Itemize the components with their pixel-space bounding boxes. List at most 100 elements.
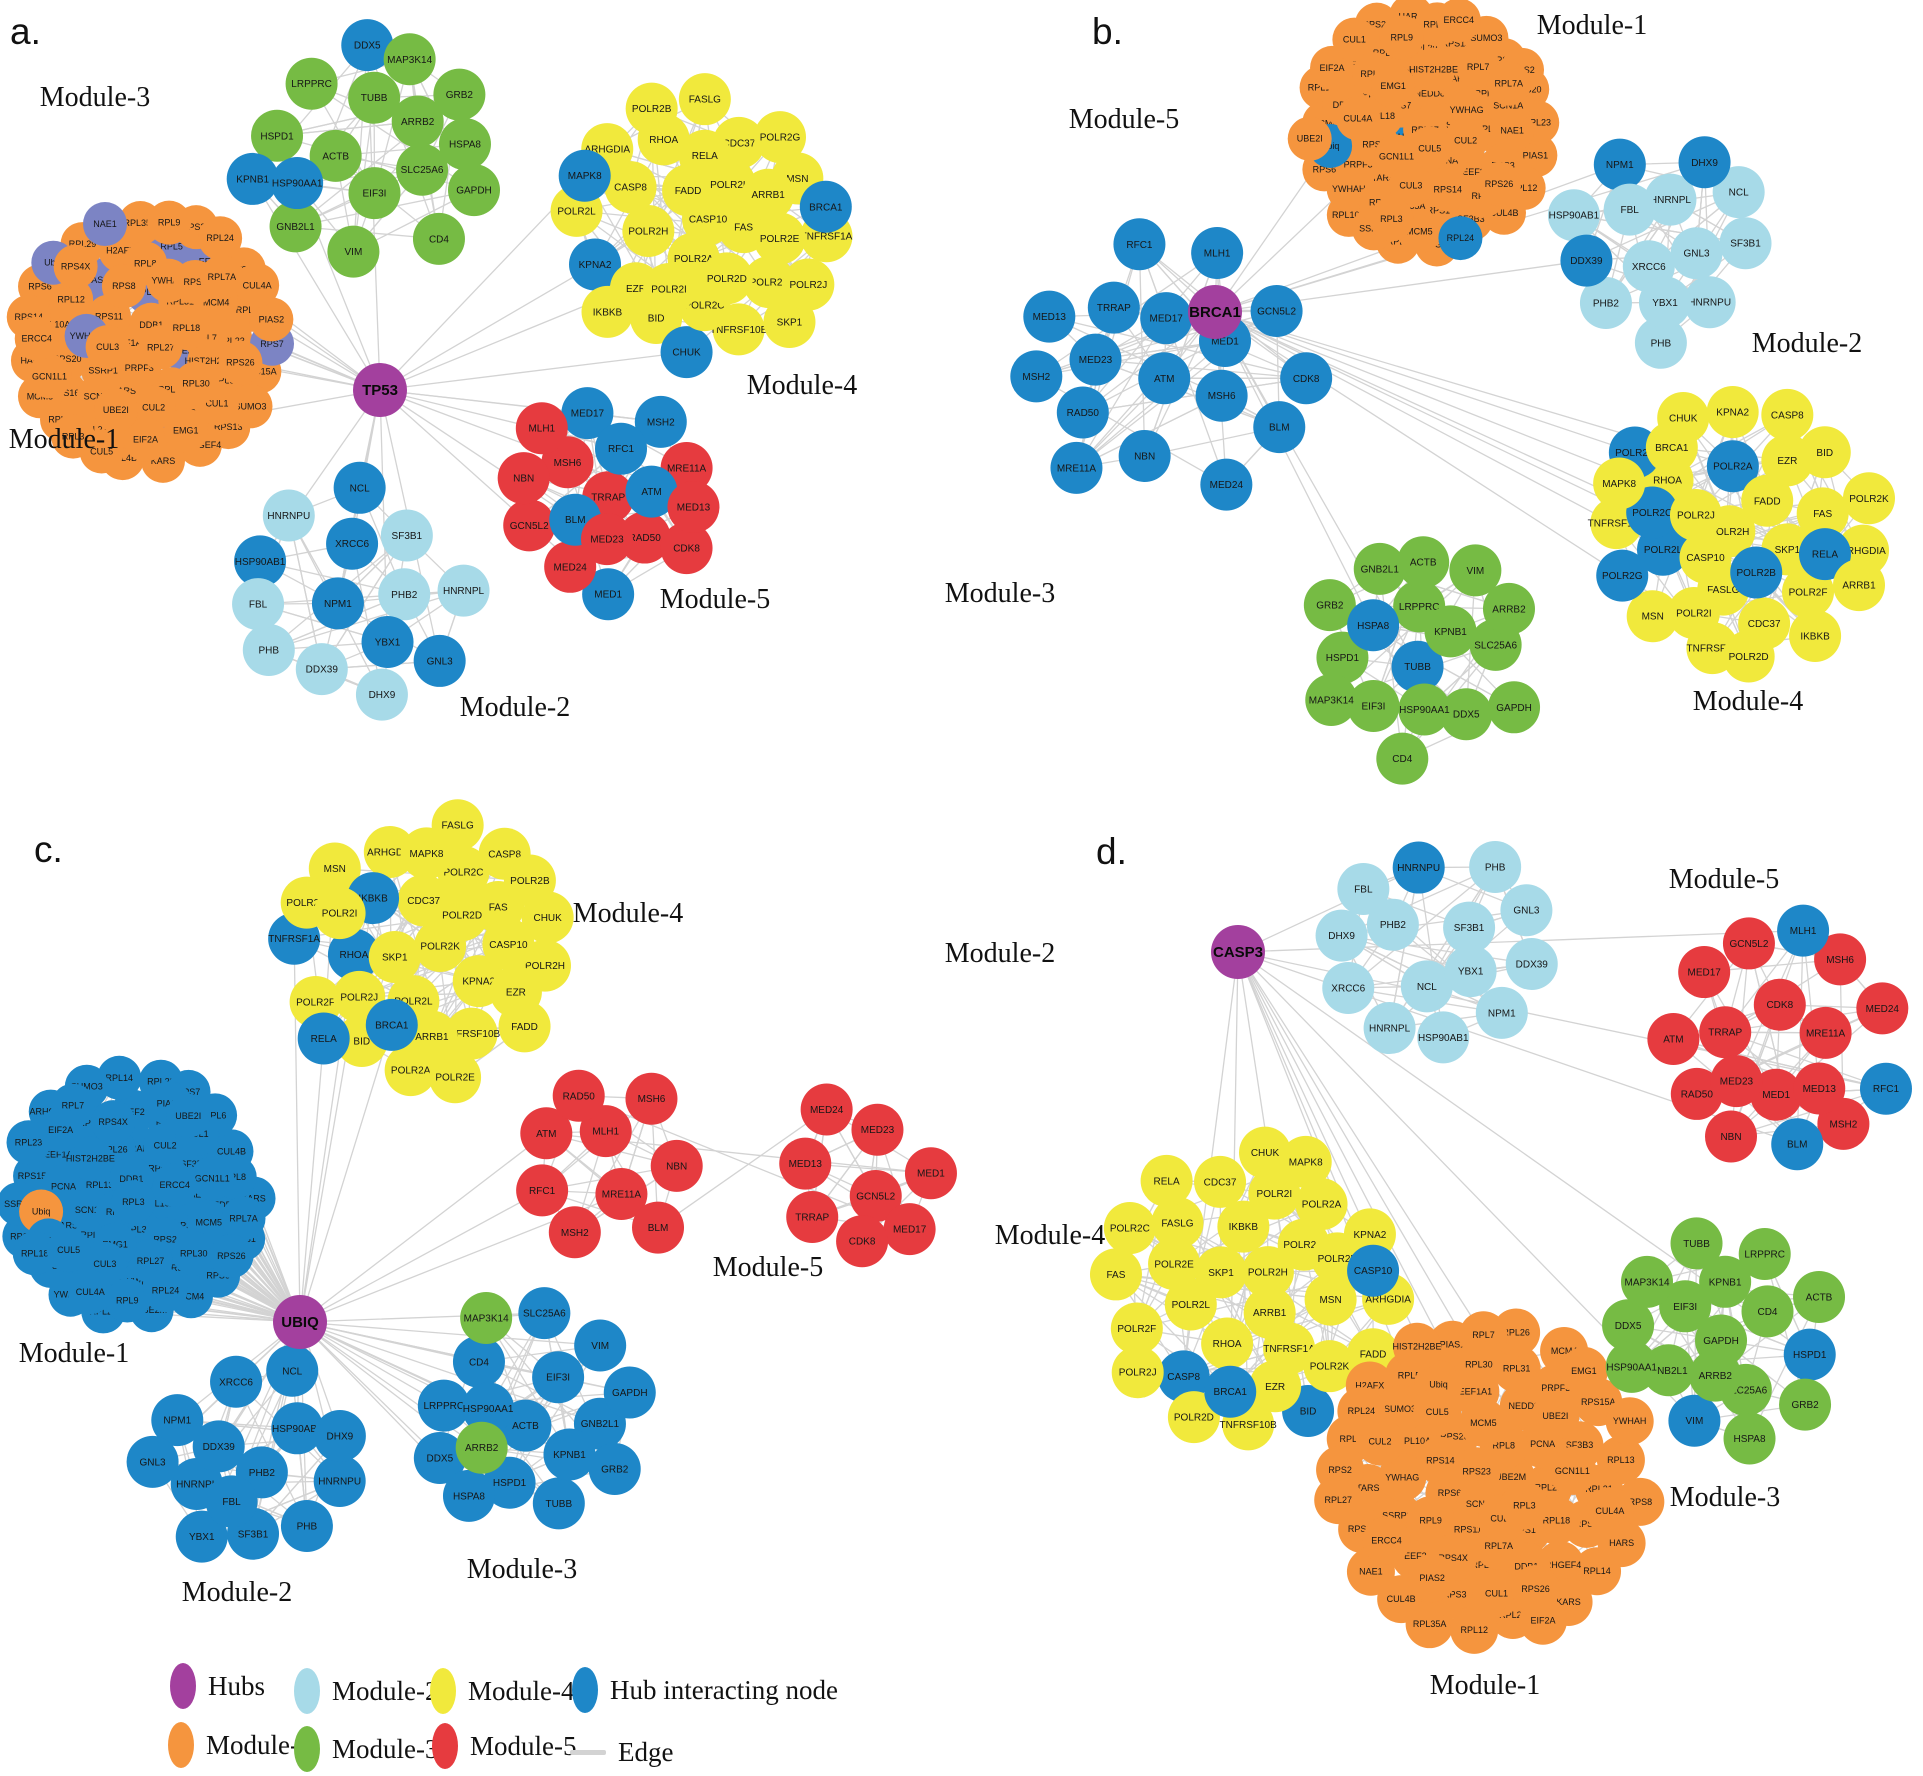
- node-GNL3[interactable]: [414, 635, 466, 687]
- node-RPS26[interactable]: [1477, 162, 1521, 206]
- node-IKBKB[interactable]: [1789, 610, 1841, 662]
- node-RPS26[interactable]: [218, 341, 262, 385]
- node-SKP1[interactable]: [369, 931, 421, 983]
- node-ARRB1[interactable]: [1833, 559, 1885, 611]
- node-MED17[interactable]: [1678, 946, 1730, 998]
- node-RPS26[interactable]: [209, 1234, 253, 1278]
- node-GCN5L2[interactable]: [1723, 917, 1775, 969]
- node-VIM[interactable]: [327, 226, 379, 278]
- node-NCL[interactable]: [266, 1345, 318, 1397]
- node-GNB2L1[interactable]: [1354, 543, 1406, 595]
- node-HSP90AA1[interactable]: [1606, 1341, 1658, 1393]
- node-CUL5[interactable]: [1413, 1388, 1461, 1436]
- node-POLR2I[interactable]: [314, 887, 366, 939]
- node-RPL9[interactable]: [1380, 15, 1424, 59]
- node-MSH6[interactable]: [625, 1073, 677, 1125]
- node-ARRB1[interactable]: [742, 169, 794, 221]
- node-HNRNPL[interactable]: [438, 565, 490, 617]
- node-TRRAP[interactable]: [786, 1191, 838, 1243]
- node-PHB[interactable]: [243, 624, 295, 676]
- node-RAD50[interactable]: [553, 1070, 605, 1122]
- node-UBE2I[interactable]: [166, 1094, 210, 1138]
- node-GCN1L1[interactable]: [1548, 1447, 1596, 1495]
- node-RFC1[interactable]: [516, 1164, 568, 1216]
- node-POLR2G[interactable]: [754, 111, 806, 163]
- node-CD4[interactable]: [1742, 1285, 1794, 1337]
- node-VIM[interactable]: [1668, 1395, 1720, 1447]
- node-CASP10[interactable]: [1679, 532, 1731, 584]
- node-CASP10[interactable]: [1347, 1245, 1399, 1297]
- node-YBX1[interactable]: [362, 616, 414, 668]
- node-GCN1L1[interactable]: [190, 1156, 234, 1200]
- node-HSPD1[interactable]: [1784, 1329, 1836, 1381]
- node-ACTB[interactable]: [1397, 536, 1449, 588]
- node-NPM1[interactable]: [312, 577, 364, 629]
- node-DHX9[interactable]: [1316, 910, 1368, 962]
- node-BRCA1[interactable]: [1204, 1366, 1256, 1418]
- node-DHX9[interactable]: [356, 669, 408, 721]
- node-KPNA2[interactable]: [1707, 386, 1759, 438]
- node-ERCC4[interactable]: [1437, 0, 1481, 42]
- node-HSP90AA1[interactable]: [1398, 684, 1450, 736]
- node-CD4[interactable]: [453, 1336, 505, 1388]
- node-CUL4A[interactable]: [1336, 96, 1380, 140]
- node-MAP3K14[interactable]: [1305, 674, 1357, 726]
- node-ERCC4[interactable]: [153, 1163, 197, 1207]
- node-MED13[interactable]: [1793, 1062, 1845, 1114]
- node-MSH2[interactable]: [1010, 350, 1062, 402]
- node-SF3B1[interactable]: [1720, 217, 1772, 269]
- node-CASP8[interactable]: [1761, 389, 1813, 441]
- node-CASP10[interactable]: [682, 193, 734, 245]
- node-RELA[interactable]: [679, 130, 731, 182]
- node-CDK8[interactable]: [1754, 979, 1806, 1031]
- node-RPL9[interactable]: [105, 1278, 149, 1322]
- node-HSP90AA1[interactable]: [271, 157, 323, 209]
- node-EIF2A[interactable]: [39, 1108, 83, 1152]
- node-GRB2[interactable]: [1779, 1379, 1831, 1431]
- node-RPS26[interactable]: [1512, 1565, 1560, 1613]
- node-ACTB[interactable]: [1793, 1271, 1845, 1323]
- node-BLM[interactable]: [1771, 1118, 1823, 1170]
- node-HSP90AB1[interactable]: [1548, 189, 1600, 241]
- node-UBE2I[interactable]: [1531, 1392, 1579, 1440]
- node-DHX9[interactable]: [314, 1410, 366, 1462]
- node-BRCA1[interactable]: [800, 181, 852, 233]
- node-BLM[interactable]: [632, 1202, 684, 1254]
- node-DDX39[interactable]: [296, 643, 348, 695]
- node-CUL4A[interactable]: [68, 1270, 112, 1314]
- node-RPL24[interactable]: [1337, 1387, 1385, 1435]
- node-FAS[interactable]: [1090, 1248, 1142, 1300]
- node-NBN[interactable]: [1119, 430, 1171, 482]
- node-MAPK8[interactable]: [400, 827, 452, 879]
- node-RHOA[interactable]: [1201, 1318, 1253, 1370]
- node-MRE11A[interactable]: [1800, 1007, 1852, 1059]
- node-ARRB2[interactable]: [1483, 583, 1535, 635]
- node-MED23[interactable]: [851, 1104, 903, 1156]
- node-RPL30[interactable]: [174, 361, 218, 405]
- node-CDC37[interactable]: [1194, 1156, 1246, 1208]
- node-MED17[interactable]: [1140, 292, 1192, 344]
- node-PHB2[interactable]: [378, 568, 430, 620]
- node-ARRB2[interactable]: [392, 95, 444, 147]
- node-RPL24[interactable]: [143, 1268, 187, 1312]
- node-RPL9[interactable]: [147, 201, 191, 245]
- node-MED24[interactable]: [1856, 982, 1908, 1034]
- node-POLR2E[interactable]: [1148, 1238, 1200, 1290]
- node-CD4[interactable]: [1376, 733, 1428, 785]
- node-GNL3[interactable]: [1500, 884, 1552, 936]
- node-MED24[interactable]: [1200, 459, 1252, 511]
- node-MRE11A[interactable]: [1050, 442, 1102, 494]
- node-RPS4X[interactable]: [91, 1100, 135, 1144]
- node-YBX1[interactable]: [1639, 276, 1691, 328]
- node-TRRAP[interactable]: [1699, 1006, 1751, 1058]
- node-EMG1[interactable]: [164, 408, 208, 452]
- node-ATM[interactable]: [1647, 1013, 1699, 1065]
- node-CDK8[interactable]: [836, 1215, 888, 1267]
- node-HSPA8[interactable]: [1347, 599, 1399, 651]
- node-SF3B1[interactable]: [381, 509, 433, 561]
- node-GRB2[interactable]: [589, 1443, 641, 1495]
- node-DDX39[interactable]: [1506, 938, 1558, 990]
- node-POLR2E[interactable]: [754, 213, 806, 265]
- node-CASP8[interactable]: [605, 161, 657, 213]
- node-GCN5L2[interactable]: [1251, 285, 1303, 337]
